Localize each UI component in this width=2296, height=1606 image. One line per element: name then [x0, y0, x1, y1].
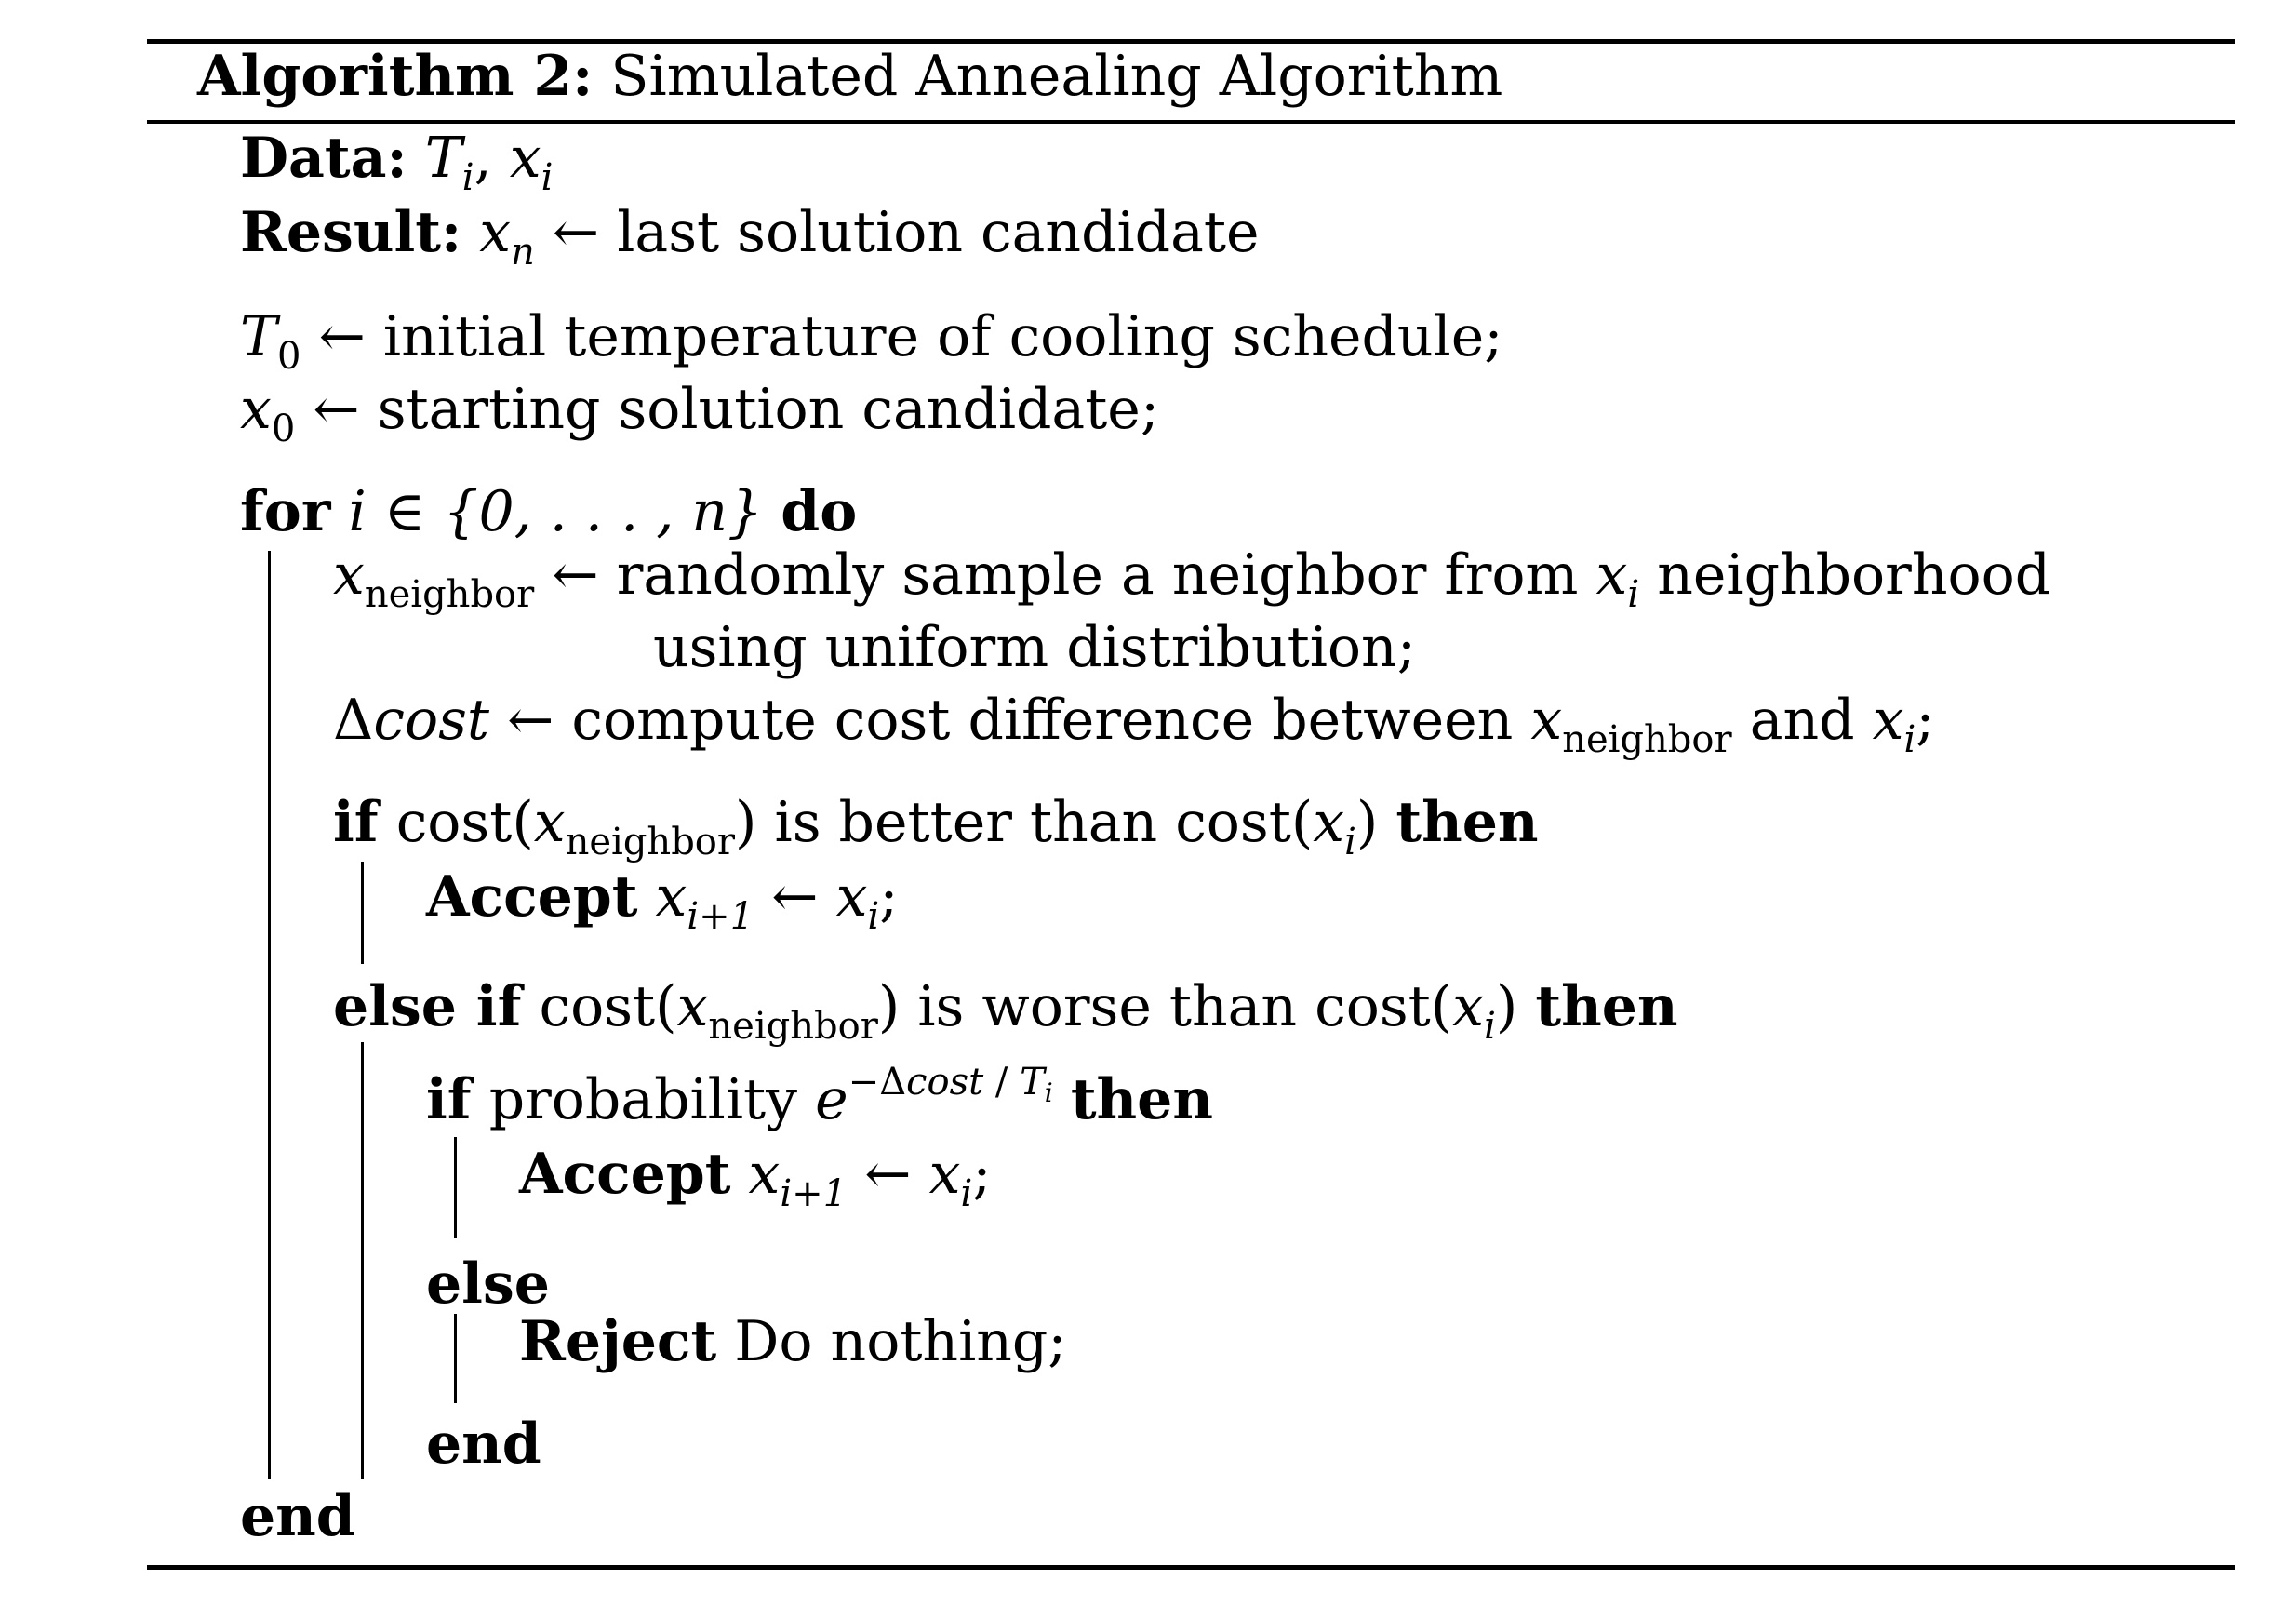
accept-line-2: Accept xi+1 ← xi;: [519, 1142, 992, 1215]
bottom-rule: [147, 1565, 2235, 1570]
if-better-line: if cost(xneighbor) is better than cost(x…: [333, 790, 1539, 863]
if-better-block-bar: [361, 862, 364, 964]
exponent: −Δcost / Ti: [848, 1061, 1053, 1108]
do-keyword: do: [781, 479, 858, 544]
sample-line: xneighbor ← randomly sample a neighbor f…: [333, 542, 2051, 616]
result-keyword: Result:: [240, 200, 462, 265]
if-probability-block-bar: [454, 1137, 457, 1238]
t0-line: T0 ← initial temperature of cooling sche…: [240, 304, 1503, 378]
else-block-bar: [454, 1314, 457, 1403]
top-rule: [147, 39, 2235, 44]
data-keyword: Data:: [240, 126, 407, 191]
caption-rule: [147, 120, 2235, 124]
x0-line: x0 ← starting solution candidate;: [240, 377, 1160, 450]
accept-line-1: Accept xi+1 ← xi;: [426, 864, 899, 938]
algorithm-caption: Algorithm 2: Simulated Annealing Algorit…: [197, 48, 1502, 104]
else-if-worse-line: else if cost(xneighbor) is worse than co…: [333, 974, 1678, 1048]
for-keyword: for: [240, 479, 331, 544]
outer-end-line: end: [240, 1484, 355, 1549]
data-line: Data: Ti, xi: [240, 126, 554, 199]
for-line: for i ∈ {0, . . . , n} do: [240, 479, 858, 544]
else-line: else: [426, 1251, 550, 1317]
if-probability-line: if probability e−Δcost / Ti then: [426, 1061, 1213, 1132]
result-line: Result: xn ← last solution candidate: [240, 200, 1260, 274]
reject-line: Reject Do nothing;: [519, 1309, 1067, 1374]
delta-cost-line: Δcost ← compute cost difference between …: [333, 688, 1935, 761]
caption-label: Algorithm 2:: [197, 44, 594, 109]
caption-title: Simulated Annealing Algorithm: [610, 44, 1503, 109]
inner-end-line: end: [426, 1412, 541, 1477]
else-if-block-bar: [361, 1042, 364, 1479]
sample-line-continued: using uniform distribution;: [653, 615, 1416, 680]
for-block-bar: [268, 551, 271, 1479]
